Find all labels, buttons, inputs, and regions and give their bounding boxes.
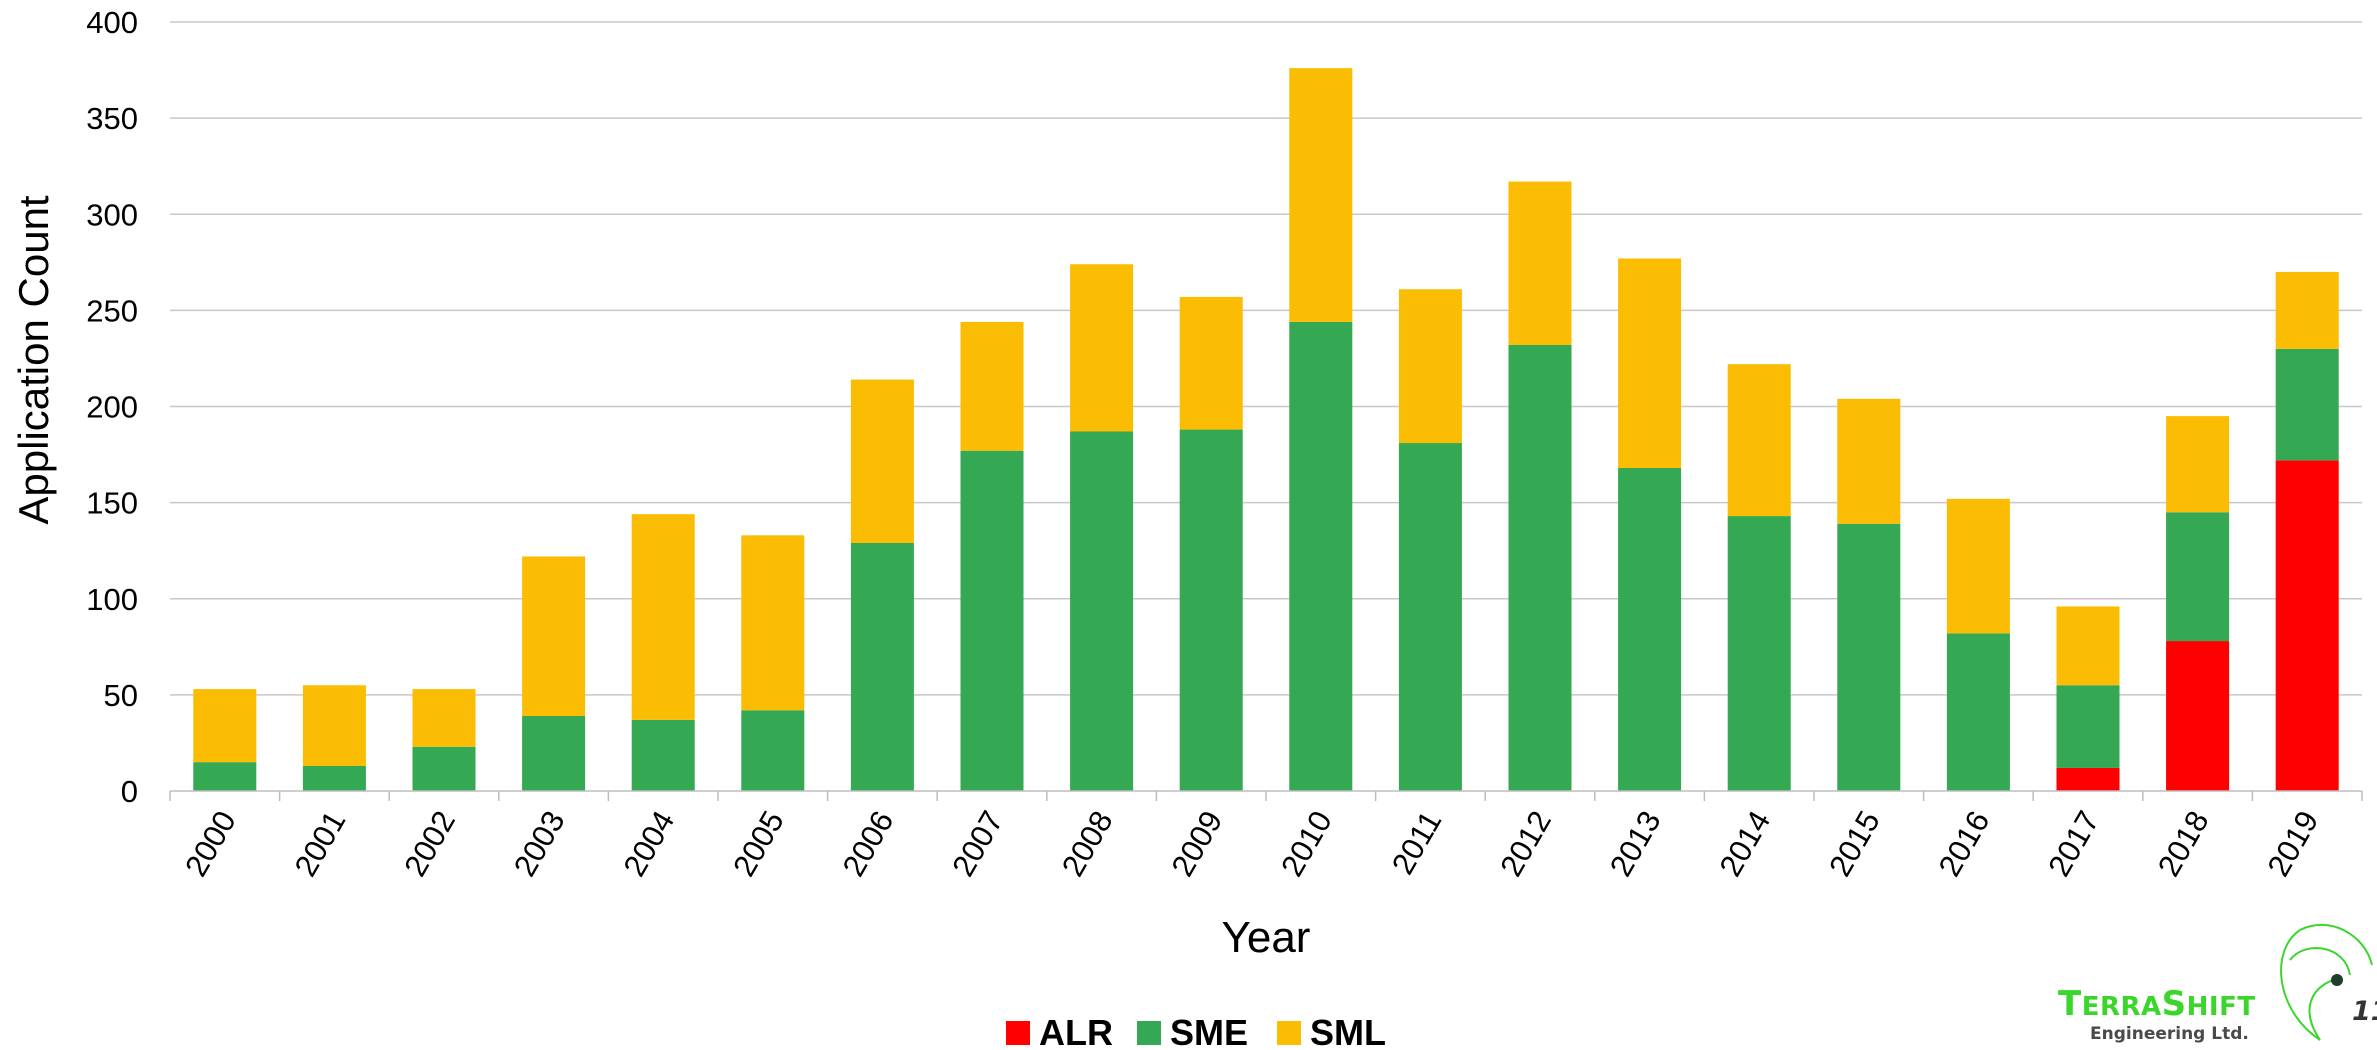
company-logo: TERRASHIFT Engineering Ltd.	[2058, 984, 2278, 1044]
x-tick-label: 2011	[1385, 805, 1449, 880]
bar-sme-2018	[2166, 512, 2230, 642]
bar-sml-2012	[1508, 181, 1572, 345]
y-tick-label: 400	[86, 5, 138, 40]
y-tick-label: 200	[86, 390, 138, 425]
x-tick-label: 2000	[178, 805, 243, 882]
bar-sme-2002	[412, 746, 476, 791]
bar-sme-2001	[302, 766, 366, 791]
x-tick-label: 2016	[1932, 805, 1997, 882]
bar-sme-2000	[193, 762, 257, 791]
bars	[193, 68, 2339, 791]
logo-subtitle: Engineering Ltd.	[2090, 1024, 2249, 1044]
bar-sme-2017	[2056, 685, 2120, 768]
bar-sme-2005	[741, 710, 805, 791]
x-tick-label: 2002	[397, 805, 462, 882]
bar-sml-2016	[1946, 498, 2010, 634]
bar-sml-2005	[741, 535, 805, 711]
bar-sme-2014	[1727, 516, 1791, 791]
legend-label-sml: SML	[1310, 1012, 1386, 1050]
bar-sme-2008	[1070, 431, 1134, 791]
legend-swatch-sml	[1277, 1021, 1301, 1045]
bar-sme-2011	[1398, 443, 1462, 791]
x-tick-label: 2003	[507, 805, 572, 882]
bar-alr-2019	[2275, 460, 2339, 791]
bar-sml-2003	[522, 556, 586, 717]
y-tick-label: 250	[86, 293, 138, 328]
bar-sml-2017	[2056, 606, 2120, 686]
bar-sme-2003	[522, 716, 586, 791]
x-tick-label: 2004	[616, 805, 681, 882]
y-tick-label: 350	[86, 101, 138, 136]
bar-sml-2010	[1289, 68, 1353, 322]
bar-sml-2002	[412, 689, 476, 747]
bar-sml-2007	[960, 321, 1024, 451]
x-tick-label: 2018	[2151, 805, 2216, 882]
bar-sml-2019	[2275, 271, 2339, 349]
x-tick-label: 2012	[1493, 805, 1558, 882]
bar-sme-2006	[850, 542, 914, 791]
bar-sml-2008	[1070, 264, 1134, 432]
x-tick-label: 2019	[2260, 805, 2325, 882]
bar-sme-2016	[1946, 633, 2010, 791]
y-tick-label: 150	[86, 486, 138, 521]
bar-sme-2019	[2275, 348, 2339, 461]
y-tick-label: 100	[86, 582, 138, 617]
legend: ALR SME SML	[1006, 1012, 1386, 1050]
bar-sml-2011	[1398, 289, 1462, 444]
x-tick-label: 2006	[836, 805, 901, 882]
logo-text-erra: ERRA	[2081, 992, 2162, 1022]
legend-label-alr: ALR	[1039, 1012, 1113, 1050]
x-tick-label: 2010	[1274, 805, 1339, 882]
x-tick-label: 2009	[1164, 805, 1229, 882]
bar-sme-2009	[1179, 429, 1243, 791]
bar-sme-2013	[1618, 468, 1682, 791]
bar-sme-2010	[1289, 321, 1353, 791]
y-tick-labels: 0 50 100 150 200 250 300 350 400	[86, 5, 138, 809]
bar-sml-2018	[2166, 416, 2230, 513]
x-tick-labels: 2000 2001 2002 2003 2004 2005 2006 2007 2008 2009…	[178, 805, 2325, 882]
bar-sml-2013	[1618, 258, 1682, 469]
x-tick-label: 2008	[1055, 805, 1120, 882]
bar-sml-2001	[302, 685, 366, 767]
bar-sme-2007	[960, 450, 1024, 791]
logo-text-hift: HIFT	[2186, 992, 2256, 1022]
legend-swatch-sme	[1137, 1021, 1161, 1045]
x-tick-label: 2017	[2041, 805, 2106, 882]
page-number: 11	[2352, 996, 2377, 1027]
y-tick-label: 50	[104, 678, 138, 713]
x-tick-label: 2007	[945, 805, 1010, 882]
y-tick-label: 0	[121, 774, 138, 809]
x-tick-label: 2013	[1603, 805, 1668, 882]
bar-sme-2004	[631, 719, 695, 791]
y-tick-label: 300	[86, 197, 138, 232]
logo-initial-s: S	[2161, 984, 2187, 1024]
x-tick-label: 2001	[288, 805, 353, 882]
legend-swatch-alr	[1006, 1021, 1030, 1045]
axes	[169, 790, 2363, 801]
x-tick-label: 2014	[1712, 805, 1777, 882]
bar-sml-2015	[1837, 398, 1901, 524]
y-axis-label: Application Count	[10, 195, 57, 525]
legend-label-sme: SME	[1170, 1012, 1248, 1050]
circular-swirl-icon	[2280, 924, 2373, 1041]
bar-sml-2009	[1179, 296, 1243, 430]
logo-initial-t: T	[2058, 984, 2082, 1024]
gridlines	[170, 21, 2362, 696]
x-tick-label: 2005	[726, 805, 791, 882]
bar-sml-2014	[1727, 364, 1791, 517]
x-tick-label: 2015	[1822, 805, 1887, 882]
bar-sme-2012	[1508, 344, 1572, 791]
bar-sme-2015	[1837, 523, 1901, 791]
logo-title: TERRASHIFT	[2058, 984, 2278, 1024]
bar-sml-2006	[850, 379, 914, 543]
x-axis-label: Year	[1222, 913, 1311, 962]
bar-alr-2017	[2056, 767, 2120, 791]
bar-sml-2004	[631, 514, 695, 720]
bar-sml-2000	[193, 689, 257, 763]
bar-alr-2018	[2166, 641, 2230, 791]
